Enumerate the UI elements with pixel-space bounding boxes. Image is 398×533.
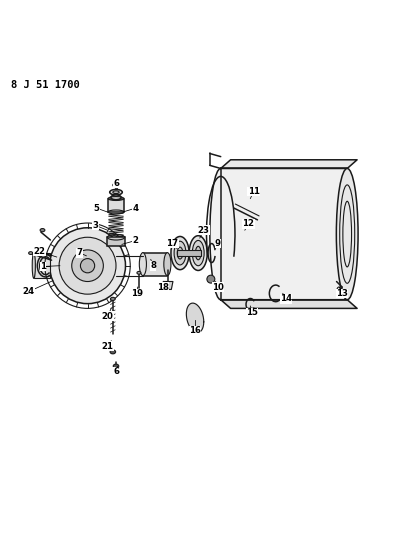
- Text: 21: 21: [101, 342, 113, 351]
- Ellipse shape: [110, 189, 122, 195]
- Polygon shape: [164, 281, 173, 289]
- Ellipse shape: [72, 250, 103, 281]
- Ellipse shape: [177, 247, 183, 259]
- Ellipse shape: [32, 253, 35, 278]
- Text: 6: 6: [114, 367, 120, 376]
- Text: 10: 10: [212, 282, 224, 292]
- Ellipse shape: [111, 297, 115, 301]
- Bar: [143, 253, 168, 276]
- Ellipse shape: [137, 271, 141, 274]
- Ellipse shape: [139, 253, 146, 276]
- Text: 9: 9: [215, 239, 221, 248]
- Ellipse shape: [113, 191, 119, 193]
- Ellipse shape: [110, 350, 115, 354]
- Text: 16: 16: [189, 326, 201, 335]
- Polygon shape: [186, 303, 204, 333]
- Ellipse shape: [113, 364, 119, 368]
- Text: 20: 20: [101, 312, 113, 321]
- Bar: [107, 237, 125, 246]
- Ellipse shape: [59, 237, 116, 294]
- Text: 18: 18: [157, 282, 169, 292]
- Text: 1: 1: [40, 262, 46, 271]
- Circle shape: [207, 275, 215, 283]
- Ellipse shape: [210, 168, 232, 300]
- Text: 12: 12: [242, 219, 254, 228]
- Text: 14: 14: [280, 294, 292, 303]
- Ellipse shape: [174, 241, 186, 265]
- Ellipse shape: [192, 240, 204, 266]
- Ellipse shape: [195, 246, 201, 260]
- Text: 2: 2: [133, 236, 139, 245]
- Text: 22: 22: [34, 247, 46, 256]
- Text: 3: 3: [92, 221, 98, 230]
- Ellipse shape: [29, 252, 33, 254]
- Text: 19: 19: [131, 289, 142, 298]
- Ellipse shape: [189, 236, 207, 270]
- Ellipse shape: [336, 168, 358, 300]
- Ellipse shape: [164, 253, 171, 276]
- Ellipse shape: [171, 237, 189, 270]
- Text: 15: 15: [246, 308, 258, 317]
- Ellipse shape: [113, 183, 119, 187]
- Text: 5: 5: [93, 204, 99, 213]
- Text: 7: 7: [76, 248, 82, 257]
- Bar: [177, 250, 201, 256]
- Polygon shape: [221, 300, 357, 309]
- Ellipse shape: [40, 229, 45, 232]
- Ellipse shape: [50, 228, 125, 304]
- Text: 8: 8: [150, 261, 156, 270]
- Ellipse shape: [111, 195, 121, 200]
- Text: 4: 4: [133, 204, 139, 213]
- Ellipse shape: [80, 259, 95, 273]
- Bar: [108, 198, 124, 212]
- Text: 23: 23: [198, 225, 210, 235]
- Text: 13: 13: [336, 289, 348, 298]
- Text: 8 J 51 1700: 8 J 51 1700: [11, 80, 80, 91]
- Text: 11: 11: [248, 187, 259, 196]
- Bar: [221, 168, 347, 300]
- Text: 6: 6: [114, 179, 120, 188]
- Text: 17: 17: [166, 239, 178, 248]
- Bar: [34, 253, 51, 278]
- Text: 24: 24: [22, 287, 34, 296]
- Polygon shape: [221, 160, 357, 168]
